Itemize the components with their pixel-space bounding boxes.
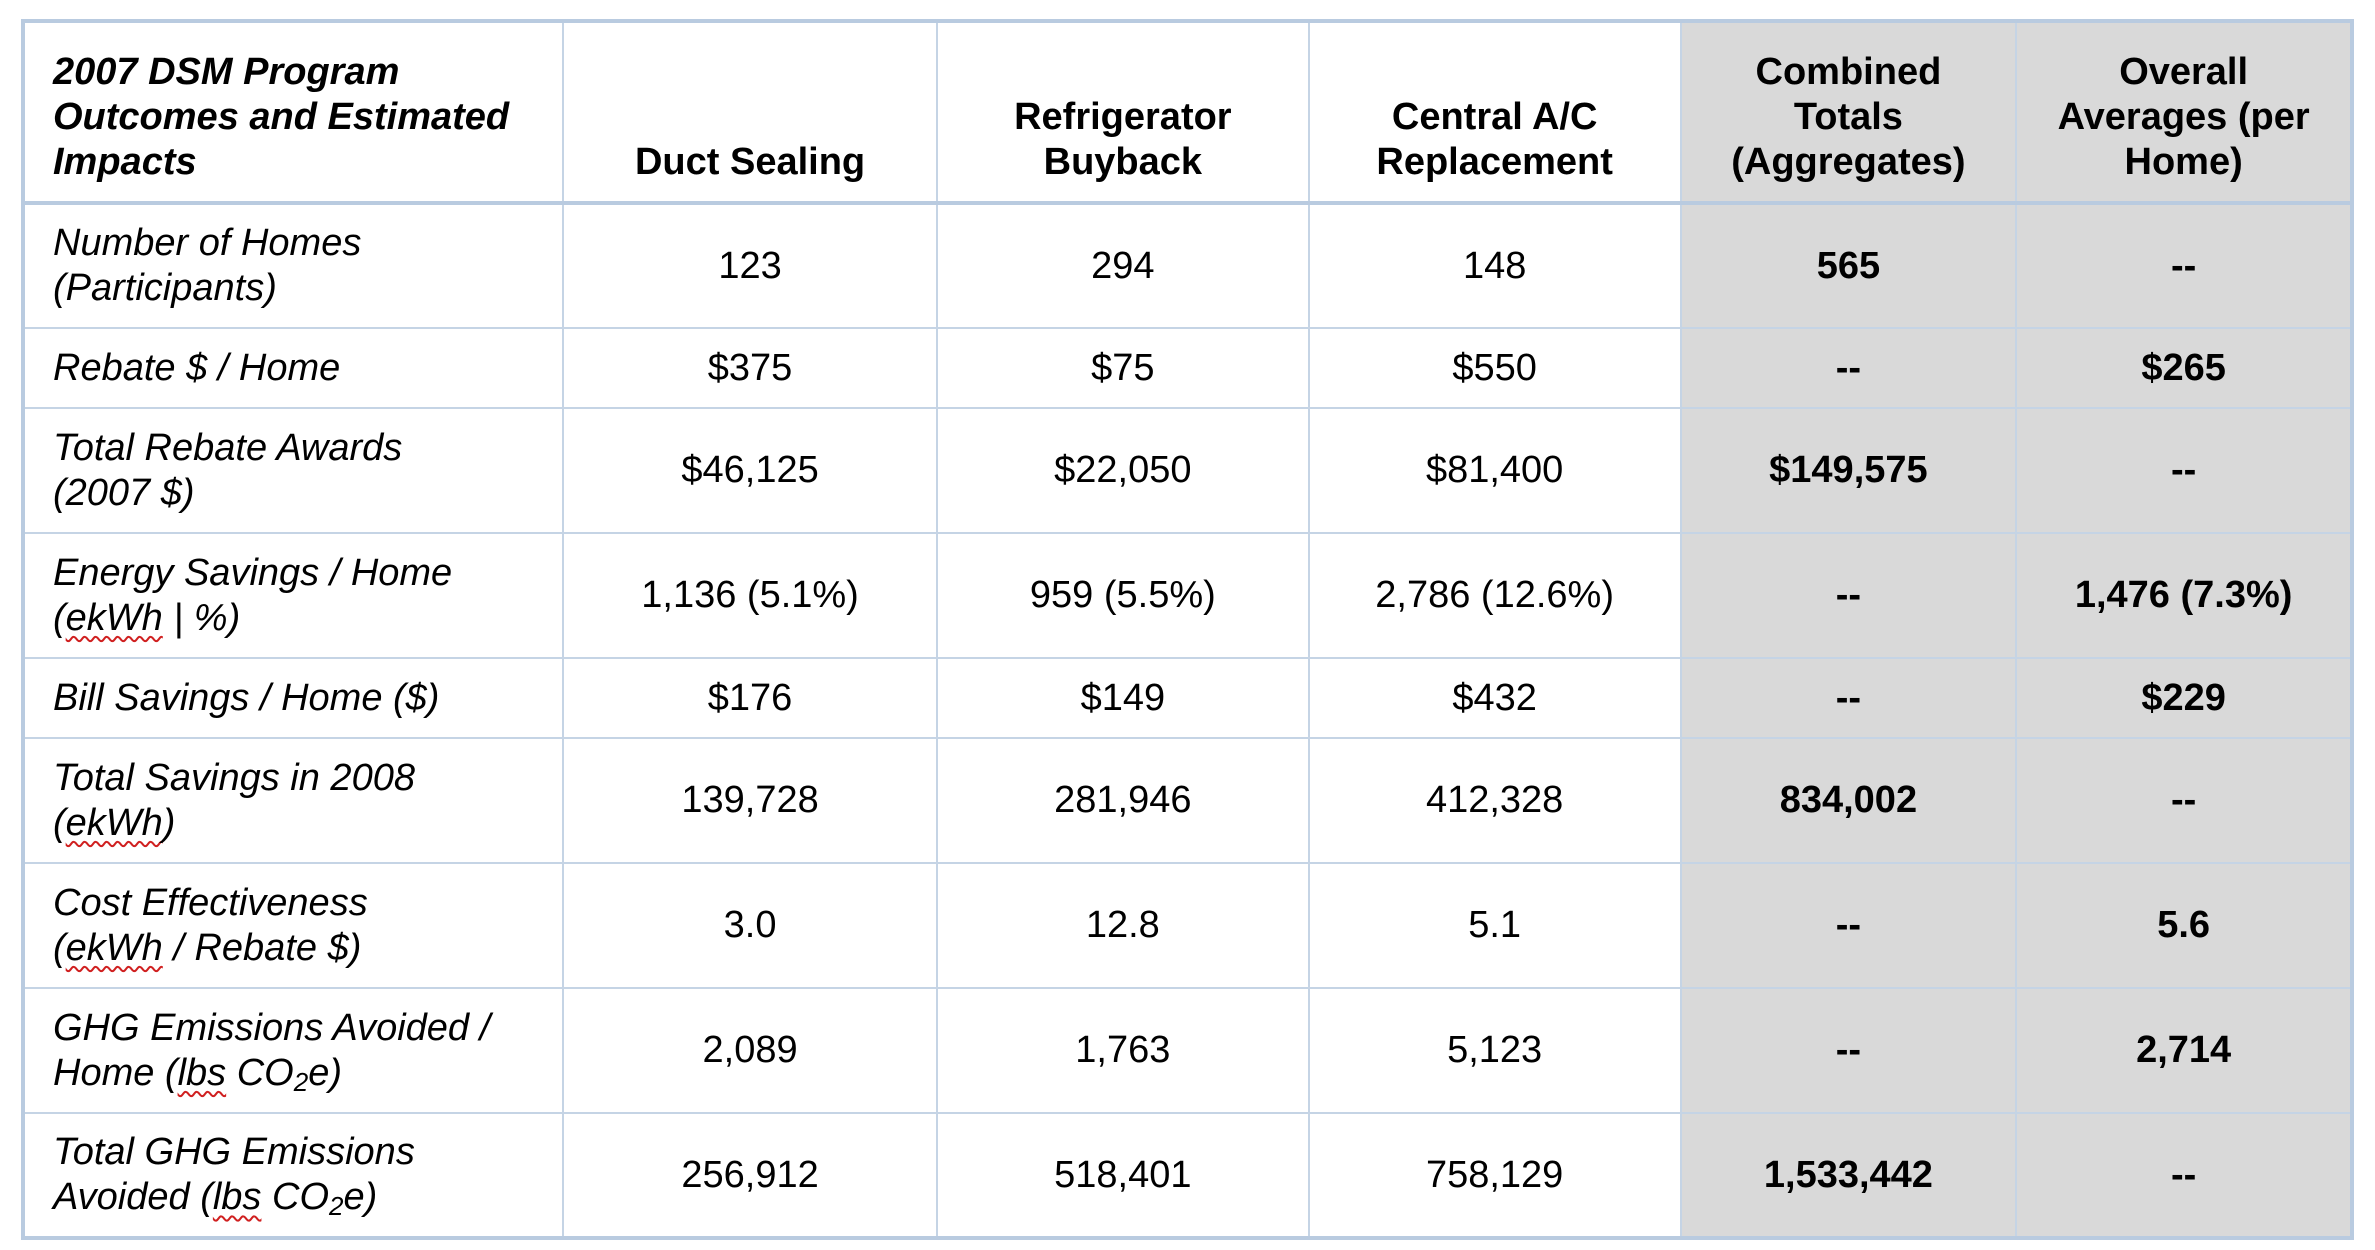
cell-combined-totals: 834,002 xyxy=(1679,737,2018,864)
cell-refrigerator-buyback: 518,401 xyxy=(935,1112,1310,1239)
table-row: Total Savings in 2008 (ekWh) 139,728 281… xyxy=(21,737,2353,864)
cell-overall-averages: $229 xyxy=(2015,657,2353,739)
cell-refrigerator-buyback: 12.8 xyxy=(935,862,1310,989)
cell-central-ac: 412,328 xyxy=(1307,737,1682,864)
header-overall-averages: Overall Averages (per Home) xyxy=(2015,20,2353,205)
spellcheck-underlined-word: lbs xyxy=(177,1051,227,1094)
cell-refrigerator-buyback: 281,946 xyxy=(935,737,1310,864)
cell-central-ac: 148 xyxy=(1307,202,1682,329)
cell-overall-averages: 5.6 xyxy=(2015,862,2353,989)
header-corner: 2007 DSM Program Outcomes and Estimated … xyxy=(21,20,565,205)
row-label: Cost Effectiveness (ekWh / Rebate $) xyxy=(21,862,565,989)
cell-combined-totals: -- xyxy=(1679,987,2018,1114)
row-label: Energy Savings / Home (ekWh | %) xyxy=(21,532,565,659)
cell-overall-averages: -- xyxy=(2015,202,2353,329)
cell-combined-totals: -- xyxy=(1679,532,2018,659)
cell-duct-sealing: $375 xyxy=(562,327,938,409)
cell-refrigerator-buyback: 294 xyxy=(935,202,1310,329)
cell-refrigerator-buyback: $22,050 xyxy=(935,407,1310,534)
row-label: Total GHG Emissions Avoided (lbs CO2e) xyxy=(21,1112,565,1239)
cell-refrigerator-buyback: 1,763 xyxy=(935,987,1310,1114)
row-label: Number of Homes (Participants) xyxy=(21,202,565,329)
cell-overall-averages: -- xyxy=(2015,737,2353,864)
cell-refrigerator-buyback: $75 xyxy=(935,327,1310,409)
cell-central-ac: 5,123 xyxy=(1307,987,1682,1114)
cell-duct-sealing: 123 xyxy=(562,202,938,329)
cell-central-ac: 758,129 xyxy=(1307,1112,1682,1239)
table-row: Total GHG Emissions Avoided (lbs CO2e) 2… xyxy=(21,1112,2353,1239)
table-row: GHG Emissions Avoided / Home (lbs CO2e) … xyxy=(21,987,2353,1114)
row-label: GHG Emissions Avoided / Home (lbs CO2e) xyxy=(21,987,565,1114)
cell-duct-sealing: 139,728 xyxy=(562,737,938,864)
cell-overall-averages: 1,476 (7.3%) xyxy=(2015,532,2353,659)
row-label: Total Savings in 2008 (ekWh) xyxy=(21,737,565,864)
table-row: Number of Homes (Participants) 123 294 1… xyxy=(21,202,2353,329)
header-duct-sealing: Duct Sealing xyxy=(562,20,938,205)
header-combined-totals: Combined Totals (Aggregates) xyxy=(1679,20,2018,205)
cell-combined-totals: 1,533,442 xyxy=(1679,1112,2018,1239)
cell-duct-sealing: 3.0 xyxy=(562,862,938,989)
spellcheck-underlined-word: lbs xyxy=(212,1176,262,1218)
header-row: 2007 DSM Program Outcomes and Estimated … xyxy=(21,20,2353,205)
table-row: Bill Savings / Home ($) $176 $149 $432 -… xyxy=(21,657,2353,739)
cell-refrigerator-buyback: $149 xyxy=(935,657,1310,739)
cell-combined-totals: -- xyxy=(1679,327,2018,409)
cell-overall-averages: 2,714 xyxy=(2015,987,2353,1114)
cell-duct-sealing: 256,912 xyxy=(562,1112,938,1239)
cell-duct-sealing: $46,125 xyxy=(562,407,938,534)
table-row: Total Rebate Awards (2007 $) $46,125 $22… xyxy=(21,407,2353,534)
cell-overall-averages: -- xyxy=(2015,407,2353,534)
row-label: Rebate $ / Home xyxy=(21,327,565,409)
dsm-outcomes-table: 2007 DSM Program Outcomes and Estimated … xyxy=(21,19,2354,1240)
cell-central-ac: 5.1 xyxy=(1307,862,1682,989)
row-label: Total Rebate Awards (2007 $) xyxy=(21,407,565,534)
cell-central-ac: $432 xyxy=(1307,657,1682,739)
table-row: Rebate $ / Home $375 $75 $550 -- $265 xyxy=(21,327,2353,409)
cell-duct-sealing: 1,136 (5.1%) xyxy=(562,532,938,659)
cell-overall-averages: $265 xyxy=(2015,327,2353,409)
cell-central-ac: 2,786 (12.6%) xyxy=(1307,532,1682,659)
spellcheck-underlined-word: ekWh xyxy=(65,801,163,844)
cell-combined-totals: -- xyxy=(1679,657,2018,739)
header-refrigerator-buyback: Refrigerator Buyback xyxy=(935,20,1310,205)
cell-refrigerator-buyback: 959 (5.5%) xyxy=(935,532,1310,659)
cell-central-ac: $550 xyxy=(1307,327,1682,409)
table-row: Cost Effectiveness (ekWh / Rebate $) 3.0… xyxy=(21,862,2353,989)
cell-combined-totals: -- xyxy=(1679,862,2018,989)
spellcheck-underlined-word: ekWh xyxy=(65,596,163,639)
row-label: Bill Savings / Home ($) xyxy=(21,657,565,739)
header-central-ac: Central A/C Replacement xyxy=(1307,20,1682,205)
table-row: Energy Savings / Home (ekWh | %) 1,136 (… xyxy=(21,532,2353,659)
cell-duct-sealing: 2,089 xyxy=(562,987,938,1114)
spellcheck-underlined-word: ekWh xyxy=(65,926,163,969)
cell-combined-totals: 565 xyxy=(1679,202,2018,329)
cell-duct-sealing: $176 xyxy=(562,657,938,739)
cell-central-ac: $81,400 xyxy=(1307,407,1682,534)
cell-overall-averages: -- xyxy=(2015,1112,2353,1239)
cell-combined-totals: $149,575 xyxy=(1679,407,2018,534)
